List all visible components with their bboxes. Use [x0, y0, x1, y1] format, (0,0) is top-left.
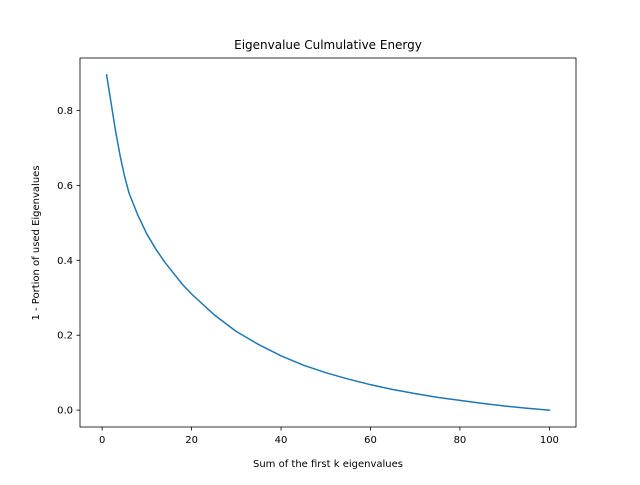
x-tick-label: 60: [364, 435, 377, 446]
x-axis-label: Sum of the first k eigenvalues: [253, 459, 403, 470]
series-line-0: [105, 74, 551, 411]
x-tick-label: 40: [275, 435, 288, 446]
x-tick-label: 0: [99, 435, 105, 446]
y-tick-label: 0.8: [57, 106, 73, 117]
y-axis-label: 1 - Portion of used Eigenvalues: [31, 165, 42, 320]
x-tick-label: 20: [185, 435, 198, 446]
y-tick-label: 0.0: [57, 406, 73, 417]
axes: 0 20 40 60 80 100 0.0 0.2 0.4 0.6 0.8: [57, 57, 577, 446]
x-tick-label: 80: [454, 435, 467, 446]
plot-area: [105, 74, 551, 411]
y-tick-label: 0.6: [57, 181, 73, 192]
y-tick-label: 0.4: [57, 256, 73, 267]
x-tick-label: 100: [540, 435, 559, 446]
chart-title: Eigenvalue Culmulative Energy: [234, 38, 422, 52]
y-tick-label: 0.2: [57, 331, 73, 342]
axes-frame: [79, 57, 577, 428]
